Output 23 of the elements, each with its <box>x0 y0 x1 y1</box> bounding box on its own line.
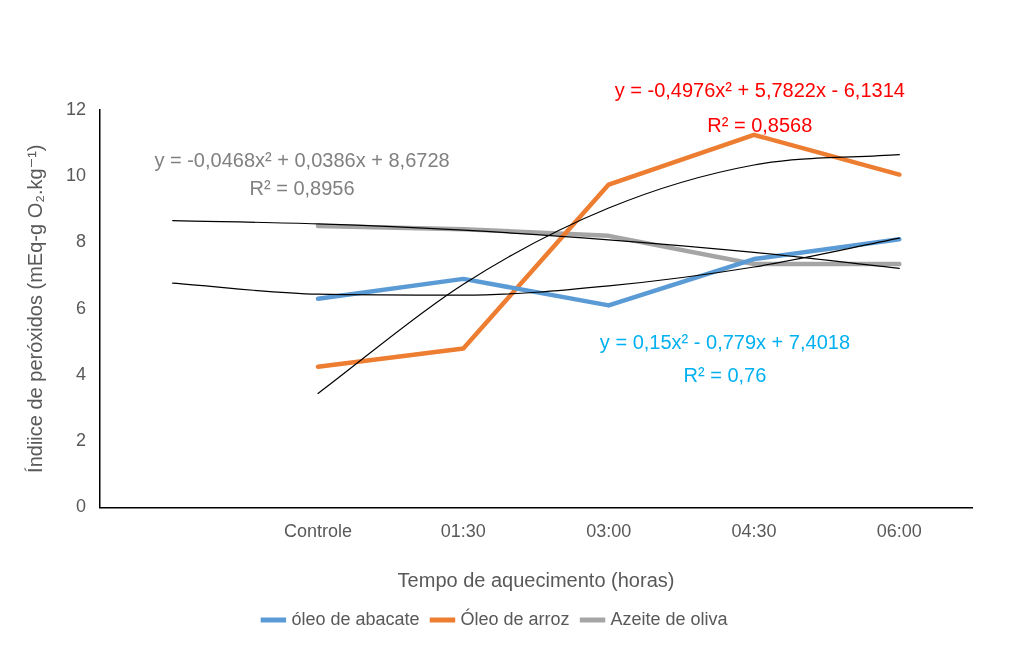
y-tick-label: 12 <box>65 98 87 119</box>
x-tick-label: 01:30 <box>440 521 486 542</box>
y-tick-label: 0 <box>76 496 87 517</box>
y-axis-title: Índiice de peróxidos (mEq-g O₂.kg⁻¹) <box>23 144 46 473</box>
annotation: y = -0,0468x² + 0,0386x + 8,6728 <box>154 148 450 171</box>
y-tick-label: 4 <box>76 363 87 384</box>
annotation: R² = 0,8568 <box>707 114 813 137</box>
text: y = -0,4976x² + 5,7822x - 6,1314 <box>614 79 905 102</box>
x-tick-label: 06:00 <box>876 521 922 542</box>
legend-label: Óleo de arroz <box>460 607 570 629</box>
annotation: y = 0,15x² - 0,779x + 7,4018 <box>599 330 851 353</box>
x-tick-label: Controle <box>283 521 353 542</box>
legend-label: Azeite de oliva <box>610 608 729 629</box>
annotation: R² = 0,8956 <box>249 177 355 199</box>
y-tick-label: 8 <box>76 231 87 252</box>
x-axis-title: Tempo de aquecimento (horas) <box>397 568 675 591</box>
legend-label: óleo de abacate <box>291 608 420 629</box>
annotation: R² = 0,76 <box>683 364 767 387</box>
y-tick-label: 10 <box>65 165 87 186</box>
y-tick-label: 6 <box>76 297 87 318</box>
x-tick-label: 04:30 <box>731 521 777 542</box>
x-tick-label: 03:00 <box>586 521 632 542</box>
y-tick-label: 2 <box>76 430 87 451</box>
